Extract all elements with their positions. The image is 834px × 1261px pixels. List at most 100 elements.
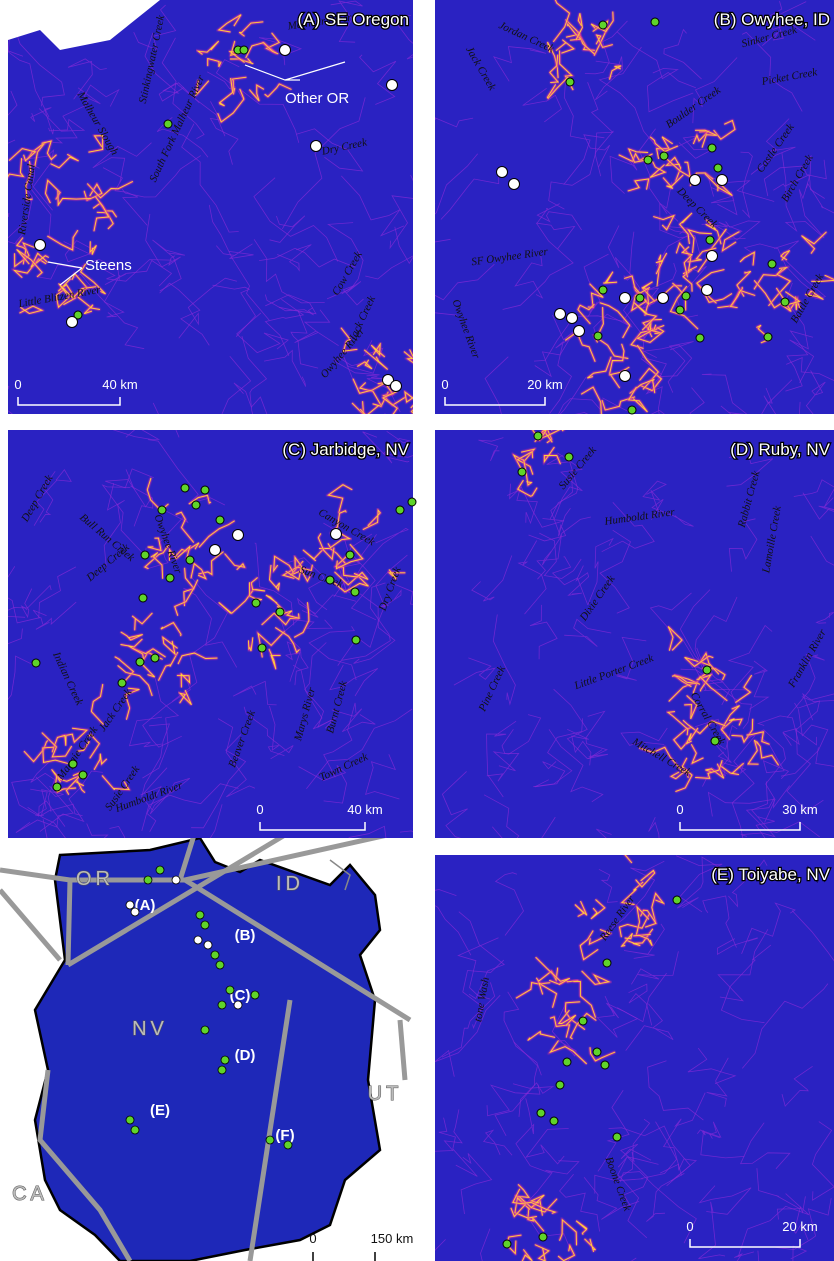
scale-label: 20 km <box>527 377 562 392</box>
site-green <box>218 1001 226 1009</box>
scale-label: 0 <box>441 377 448 392</box>
site-white <box>707 251 718 262</box>
scale-label: 0 <box>676 802 683 817</box>
state-label: NV <box>132 1018 168 1040</box>
border-nv-west <box>68 880 70 965</box>
site-green <box>276 608 284 616</box>
site-white <box>555 309 566 320</box>
site-green <box>144 876 152 884</box>
site-white <box>35 240 46 251</box>
panel-title: (E) Toiyabe, NV <box>711 865 830 884</box>
site-green <box>603 959 611 967</box>
site-green <box>151 654 159 662</box>
site-green <box>158 506 166 514</box>
annotation: Other OR <box>285 90 349 107</box>
site-white <box>210 545 221 556</box>
site-green <box>166 574 174 582</box>
scale-label: 0 <box>256 802 263 817</box>
site-green <box>628 406 636 414</box>
site-white <box>387 80 398 91</box>
panel-title: (C) Jarbidge, NV <box>282 440 409 459</box>
site-green <box>346 551 354 559</box>
map-panel: Stinkingwater CreekSouth Fork Malheur Ri… <box>0 0 441 498</box>
panel-background <box>435 430 834 838</box>
site-white <box>204 941 212 949</box>
site-green <box>186 556 194 564</box>
site-green <box>251 991 259 999</box>
site-green <box>636 294 644 302</box>
site-green <box>118 679 126 687</box>
site-green <box>216 516 224 524</box>
site-green <box>164 120 172 128</box>
state-label: CA <box>12 1183 48 1205</box>
site-label: (E) <box>150 1102 170 1119</box>
state-label: ID <box>276 873 304 895</box>
site-green <box>196 911 204 919</box>
site-white <box>574 326 585 337</box>
site-white <box>620 371 631 382</box>
site-white <box>131 908 139 916</box>
site-white <box>67 317 78 328</box>
panel-title: (B) Owyhee, ID <box>714 10 830 29</box>
site-green <box>711 737 719 745</box>
state-label: OR <box>76 868 114 890</box>
scale-label: 0 <box>14 377 21 392</box>
site-green <box>594 332 602 340</box>
site-white <box>194 936 202 944</box>
site-green <box>703 666 711 674</box>
site-green <box>781 298 789 306</box>
site-white <box>280 45 291 56</box>
site-green <box>252 599 260 607</box>
site-green <box>660 152 668 160</box>
site-white <box>702 285 713 296</box>
scale-label: 30 km <box>782 802 817 817</box>
site-green <box>563 1058 571 1066</box>
site-green <box>216 961 224 969</box>
site-white <box>234 1001 242 1009</box>
site-green <box>651 18 659 26</box>
panel-title: (A) SE Oregon <box>298 10 410 29</box>
figure: ORIDNVUTCA(A)(B)(C)(D)(E)(F)0150 km Stin… <box>0 0 834 1261</box>
site-green <box>221 1056 229 1064</box>
site-green <box>218 1066 226 1074</box>
site-green <box>139 594 147 602</box>
site-green <box>396 506 404 514</box>
site-green <box>351 588 359 596</box>
site-green <box>126 1116 134 1124</box>
site-green <box>266 1136 274 1144</box>
site-green <box>201 1026 209 1034</box>
site-green <box>284 1141 292 1149</box>
scale-label: 40 km <box>347 802 382 817</box>
site-green <box>352 636 360 644</box>
site-green <box>79 771 87 779</box>
site-green <box>682 292 690 300</box>
site-white <box>172 876 180 884</box>
site-label: (F) <box>275 1127 294 1144</box>
site-green <box>181 484 189 492</box>
site-green <box>408 498 416 506</box>
site-label: (B) <box>235 927 256 944</box>
site-green <box>579 1017 587 1025</box>
site-green <box>599 286 607 294</box>
site-white <box>331 529 342 540</box>
annotation: Steens <box>85 257 132 274</box>
site-green <box>326 576 334 584</box>
site-green <box>518 468 526 476</box>
panel-background <box>8 0 413 414</box>
site-green <box>192 501 200 509</box>
panel-title: (D) Ruby, NV <box>730 440 830 459</box>
site-white <box>620 293 631 304</box>
site-green <box>714 164 722 172</box>
site-green <box>764 333 772 341</box>
site-green <box>676 306 684 314</box>
site-white <box>311 141 322 152</box>
site-green <box>644 156 652 164</box>
site-green <box>534 432 542 440</box>
site-green <box>211 951 219 959</box>
site-green <box>156 866 164 874</box>
site-green <box>240 46 248 54</box>
scale-label: 150 km <box>371 1231 414 1246</box>
site-white <box>509 179 520 190</box>
site-green <box>69 760 77 768</box>
site-white <box>233 530 244 541</box>
